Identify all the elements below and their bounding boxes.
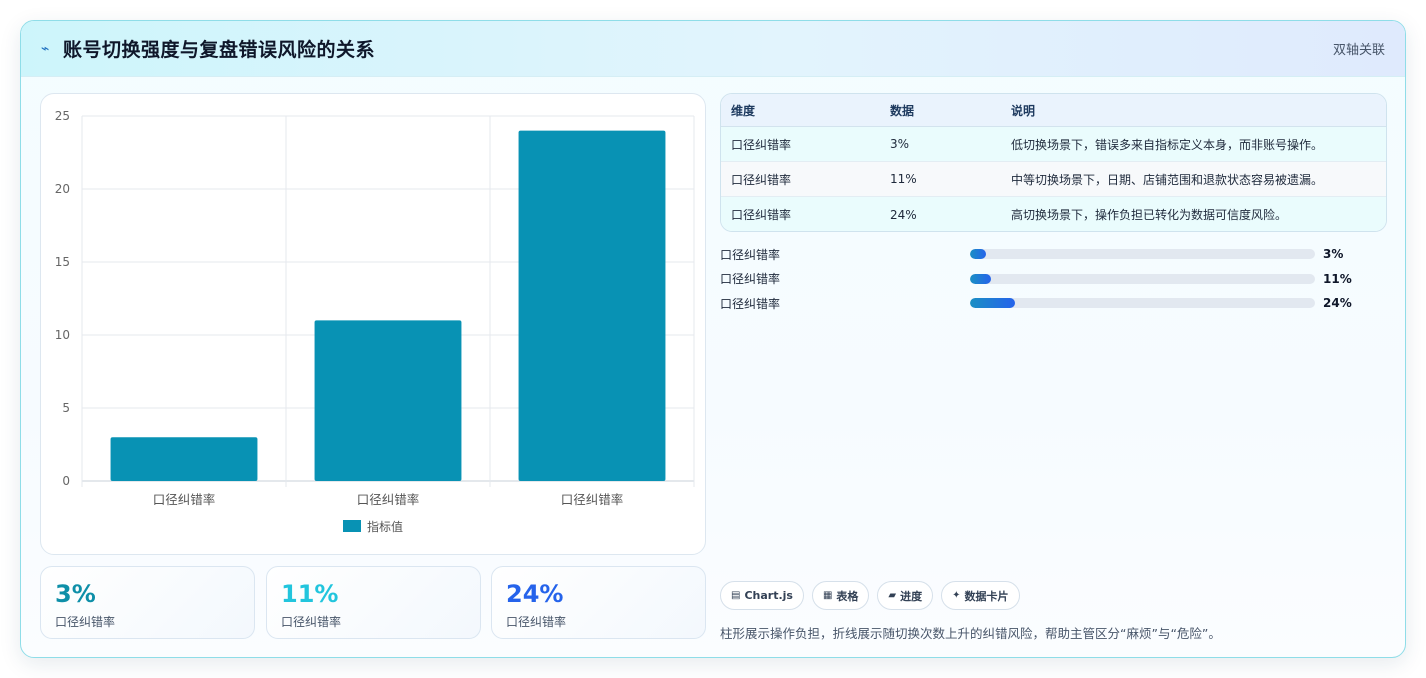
sparkle-icon: ✦ <box>952 590 961 601</box>
progress-track <box>970 273 1315 284</box>
pill-chartjs[interactable]: ▤ Chart.js <box>720 581 804 610</box>
stat-label: 口径纠错率 <box>55 615 116 629</box>
stat-card: 3% 口径纠错率 <box>40 566 255 639</box>
progress-row: 口径纠错率 24% <box>720 291 1360 316</box>
pill-label: 数据卡片 <box>964 589 1009 603</box>
table-cell: 口径纠错率 <box>731 208 792 222</box>
pill-label: 表格 <box>836 589 859 603</box>
progress-fill <box>970 273 991 284</box>
data-table: 维度 数据 说明 口径纠错率 3% 低切换场景下，错误多来自指标定义本身，而非账… <box>720 93 1387 232</box>
table-row: 口径纠错率 3% 低切换场景下，错误多来自指标定义本身，而非账号操作。 <box>721 127 1386 162</box>
bar <box>314 320 462 481</box>
progress-icon: ▰ <box>888 590 897 601</box>
progress-value: 11% <box>1323 271 1352 286</box>
stat-card: 11% 口径纠错率 <box>266 566 481 639</box>
table-cell: 口径纠错率 <box>731 172 792 187</box>
x-tick-label: 口径纠错率 <box>153 492 216 507</box>
table-cell: 11% <box>890 172 917 186</box>
feature-pills: ▤ Chart.js ▦ 表格 ▰ 进度 ✦ 数据卡片 <box>720 581 1020 610</box>
progress-fill <box>970 249 986 260</box>
progress-row: 口径纠错率 11% <box>720 267 1360 292</box>
pill-label: Chart.js <box>744 589 793 602</box>
table-header-cell: 维度 <box>731 103 756 118</box>
lightning-icon: ⌁ <box>41 40 50 57</box>
y-tick-label: 0 <box>62 474 70 488</box>
y-tick-label: 10 <box>55 328 70 342</box>
table-cell: 低切换场景下，错误多来自指标定义本身，而非账号操作。 <box>1011 137 1324 152</box>
progress-row: 口径纠错率 3% <box>720 242 1360 267</box>
stat-label: 口径纠错率 <box>281 615 342 629</box>
progress-label: 口径纠错率 <box>720 296 781 311</box>
bar <box>110 437 258 481</box>
table-cell: 口径纠错率 <box>731 137 792 152</box>
footnote: 柱形展示操作负担，折线展示随切换次数上升的纠错风险，帮助主管区分“麻烦”与“危险… <box>720 626 1221 641</box>
chart-icon: ▤ <box>731 590 741 601</box>
pill-table[interactable]: ▦ 表格 <box>811 581 870 610</box>
x-tick-label: 口径纠错率 <box>357 492 420 507</box>
y-tick-label: 15 <box>55 255 70 269</box>
x-tick-label: 口径纠错率 <box>561 492 624 507</box>
progress-value: 24% <box>1323 296 1352 311</box>
pill-data-cards[interactable]: ✦ 数据卡片 <box>941 581 1020 610</box>
y-tick-label: 25 <box>55 109 70 123</box>
table-row: 口径纠错率 24% 高切换场景下，操作负担已转化为数据可信度风险。 <box>721 197 1386 231</box>
progress-value: 3% <box>1323 247 1344 262</box>
pill-label: 进度 <box>900 589 923 603</box>
progress-list: 口径纠错率 3% 口径纠错率 11% 口径纠错率 24% <box>720 242 1360 316</box>
progress-track <box>970 298 1315 309</box>
legend-swatch <box>343 520 361 532</box>
table-header-row: 维度 数据 说明 <box>721 94 1386 127</box>
title-wrap: ⌁ 账号切换强度与复盘错误风险的关系 <box>41 35 375 62</box>
table-cell: 高切换场景下，操作负担已转化为数据可信度风险。 <box>1011 208 1288 222</box>
table-cell: 中等切换场景下，日期、店铺范围和退款状态容易被遗漏。 <box>1011 172 1324 187</box>
pill-progress[interactable]: ▰ 进度 <box>877 581 934 610</box>
progress-fill <box>970 298 1015 309</box>
card-title: 账号切换强度与复盘错误风险的关系 <box>63 39 376 61</box>
table-cell: 3% <box>890 137 910 151</box>
legend-label: 指标值 <box>367 519 403 534</box>
bar <box>518 130 666 481</box>
card-header: ⌁ 账号切换强度与复盘错误风险的关系 双轴关联 <box>21 21 1405 77</box>
stat-value: 24% <box>506 580 564 608</box>
stat-value: 3% <box>55 580 96 608</box>
table-icon: ▦ <box>822 590 833 601</box>
table-header-cell: 说明 <box>1011 103 1036 118</box>
stat-card: 24% 口径纠错率 <box>491 566 706 639</box>
bar-chart-panel: 0 5 10 15 20 25 口径纠错率 口径纠错率 口径纠错率指标值 <box>40 93 706 555</box>
table-header-cell: 数据 <box>890 103 915 118</box>
progress-label: 口径纠错率 <box>720 272 781 287</box>
y-tick-label: 5 <box>62 401 70 415</box>
header-tag: 双轴关联 <box>1332 43 1385 58</box>
stat-label: 口径纠错率 <box>506 615 567 629</box>
y-tick-label: 20 <box>55 182 70 196</box>
progress-track <box>970 249 1315 260</box>
progress-label: 口径纠错率 <box>720 247 781 262</box>
chart-card: ⌁ 账号切换强度与复盘错误风险的关系 双轴关联 0 5 10 15 20 25 口径纠错率口… <box>20 20 1406 658</box>
stat-value: 11% <box>281 580 339 608</box>
table-row: 口径纠错率 11% 中等切换场景下，日期、店铺范围和退款状态容易被遗漏。 <box>721 162 1386 197</box>
table-cell: 24% <box>890 207 917 222</box>
